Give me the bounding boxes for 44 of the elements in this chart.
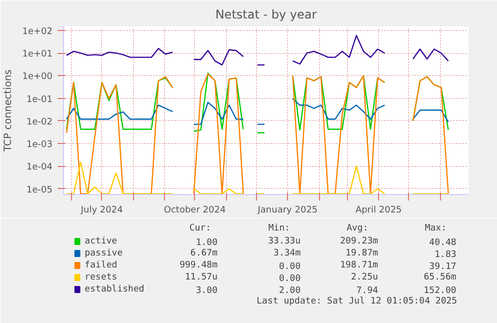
text: Cur: xyxy=(189,224,212,234)
x-tick-label: July 2024 xyxy=(80,206,124,216)
text: 19.87m xyxy=(346,248,378,258)
text: 3.34m xyxy=(274,248,301,258)
text: Min: xyxy=(268,224,290,234)
legend-label: failed xyxy=(84,260,118,270)
y-tick-label: 1e+02 xyxy=(22,26,53,37)
x-tick-label: October 2024 xyxy=(164,206,226,216)
text: Last update: Sat Jul 12 01:05:04 2025 xyxy=(256,296,458,306)
x-tick-label: January 2025 xyxy=(256,206,318,216)
y-tick-label: 1e-01 xyxy=(26,94,53,105)
text: 40.48 xyxy=(429,238,456,248)
text: 0.00 xyxy=(278,262,301,272)
legend-label: established xyxy=(84,284,144,294)
x-tick-label: April 2025 xyxy=(355,206,402,216)
legend-label: passive xyxy=(84,248,123,258)
y-axis-title: TCP connections xyxy=(3,69,14,153)
text: 999.48m xyxy=(180,260,218,270)
text: 152.00 xyxy=(424,286,456,296)
y-tick-label: 1e+01 xyxy=(22,50,53,60)
y-tick-label: 1e-02 xyxy=(26,117,53,128)
text: 1.83 xyxy=(434,250,456,260)
y-tick-label: 1e-04 xyxy=(26,162,53,173)
text: 11.57u xyxy=(185,272,218,282)
text: 2.00 xyxy=(278,286,301,296)
text: 33.33u xyxy=(268,236,301,246)
text: 2.25u xyxy=(350,272,378,282)
text: 198.71m xyxy=(340,260,378,270)
legend-label: active xyxy=(84,236,118,246)
text: 209.23m xyxy=(340,236,378,246)
legend-label: resets xyxy=(84,272,118,282)
text: 3.00 xyxy=(196,286,218,296)
text: 1.00 xyxy=(196,238,218,248)
text: 7.94 xyxy=(356,286,378,296)
text: 6.67m xyxy=(190,248,218,258)
y-tick-label: 1e+00 xyxy=(22,72,53,82)
chart-title: Netstat - by year xyxy=(215,8,317,22)
text: Avg: xyxy=(346,224,368,234)
text: Max: xyxy=(424,224,447,234)
y-tick-label: 1e-05 xyxy=(26,185,53,196)
y-tick-label: 1e-03 xyxy=(26,140,53,150)
text: 39.17 xyxy=(429,262,456,272)
text: 0.00 xyxy=(278,274,301,284)
text: 65.56m xyxy=(424,272,456,282)
